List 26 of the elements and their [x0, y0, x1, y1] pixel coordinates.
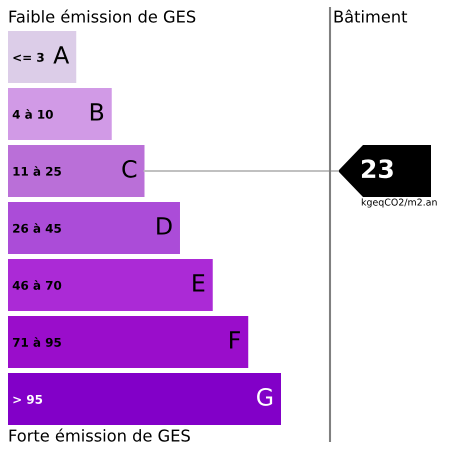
x-axis-title: Forte émission de GES	[10, 428, 190, 442]
bar	[8, 259, 213, 311]
bar	[8, 316, 248, 368]
y-tick-label: C	[122, 160, 136, 178]
annotation: 46 à 70	[12, 280, 62, 290]
y-tick-label: F	[230, 331, 240, 349]
annotation: 71 à 95	[12, 337, 61, 347]
chart-title: Faible émission de GES	[10, 9, 196, 23]
annotation: <= 3	[13, 52, 44, 62]
bar	[8, 88, 112, 140]
y-tick-label: D	[157, 217, 172, 235]
annotation: 26 à 45	[13, 223, 61, 233]
text: kgeqCO2/m2.an	[362, 198, 437, 208]
y-tick-label: G	[257, 388, 272, 406]
text: Bâtiment	[334, 9, 408, 23]
y-tick-label: E	[193, 274, 204, 292]
annotation: 11 à 25	[14, 166, 61, 176]
annotation: > 95	[13, 394, 42, 404]
y-tick-label: B	[90, 103, 104, 121]
bar	[8, 202, 180, 254]
y-tick-label: A	[53, 46, 70, 64]
bar	[8, 373, 281, 425]
bar	[8, 31, 76, 83]
annotation: 4 à 10	[12, 109, 53, 119]
bar	[8, 145, 144, 197]
annotation: 23	[362, 159, 393, 178]
